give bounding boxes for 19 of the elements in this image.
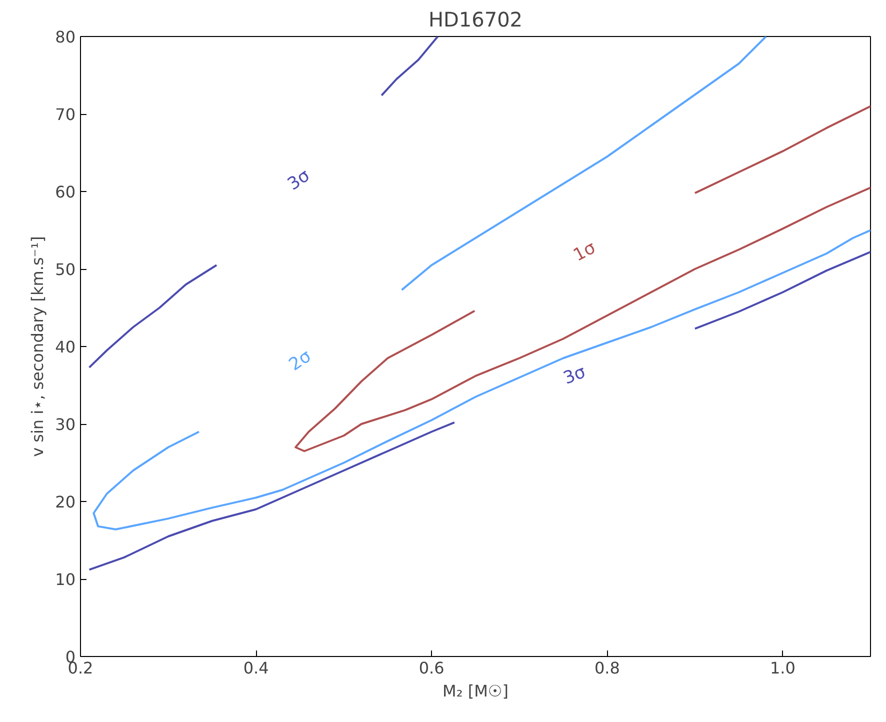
x-tick-label: 0.4 [243, 658, 269, 678]
text: 3σ [560, 362, 589, 389]
x-tick-label: 1.0 [770, 658, 796, 678]
y-tick-label: 40 [55, 338, 76, 356]
y-tick-label: 20 [55, 492, 76, 512]
y-tick-label: 60 [55, 182, 76, 202]
x-tick-label: 0.6 [418, 658, 444, 678]
y-tick-label: 30 [55, 415, 76, 434]
y-axis-title: v sin i⋆, secondary [km.s⁻¹] [28, 236, 48, 457]
y-tick-label: 70 [55, 105, 76, 124]
text: 2σ [286, 346, 316, 376]
text: 3σ [284, 166, 314, 195]
y-tick-label: 50 [55, 260, 76, 279]
x-tick-label: 0.8 [594, 658, 620, 678]
y-tick-label: 10 [55, 570, 76, 589]
x-axis-title: M₂ [M☉] [442, 682, 508, 700]
chart-title: HD16702 [428, 8, 523, 32]
text: 1σ [570, 238, 600, 266]
y-tick-label: 80 [55, 28, 76, 46]
